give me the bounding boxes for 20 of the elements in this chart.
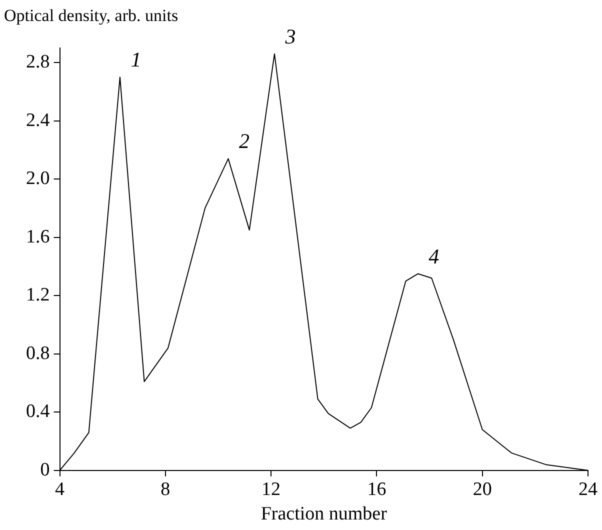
- y-axis-title: Optical density, arb. units: [4, 6, 178, 26]
- x-tick-label: 8: [160, 478, 170, 500]
- x-tick-label: 24: [578, 478, 598, 500]
- x-tick-label: 12: [262, 478, 281, 500]
- x-tick-label: 16: [367, 478, 386, 500]
- annotation: 2: [239, 129, 250, 154]
- x-axis-title: Fraction number: [260, 504, 388, 525]
- y-tick-label: 2.0: [26, 168, 50, 190]
- annotation: 3: [284, 24, 296, 48]
- y-tick-label: 0: [40, 459, 50, 480]
- x-tick-label: 20: [472, 478, 492, 500]
- y-tick-label: 2.4: [26, 110, 50, 131]
- annotation: 1: [130, 48, 142, 72]
- y-tick-label: 0.8: [26, 342, 50, 364]
- y-tick-label: 2.8: [26, 52, 50, 73]
- y-tick-label: 0.4: [26, 401, 50, 422]
- annotation: 4: [428, 244, 440, 268]
- y-tick-label: 1.6: [26, 226, 50, 248]
- y-tick-label: 1.2: [26, 284, 50, 306]
- x-tick-label: 4: [55, 478, 65, 500]
